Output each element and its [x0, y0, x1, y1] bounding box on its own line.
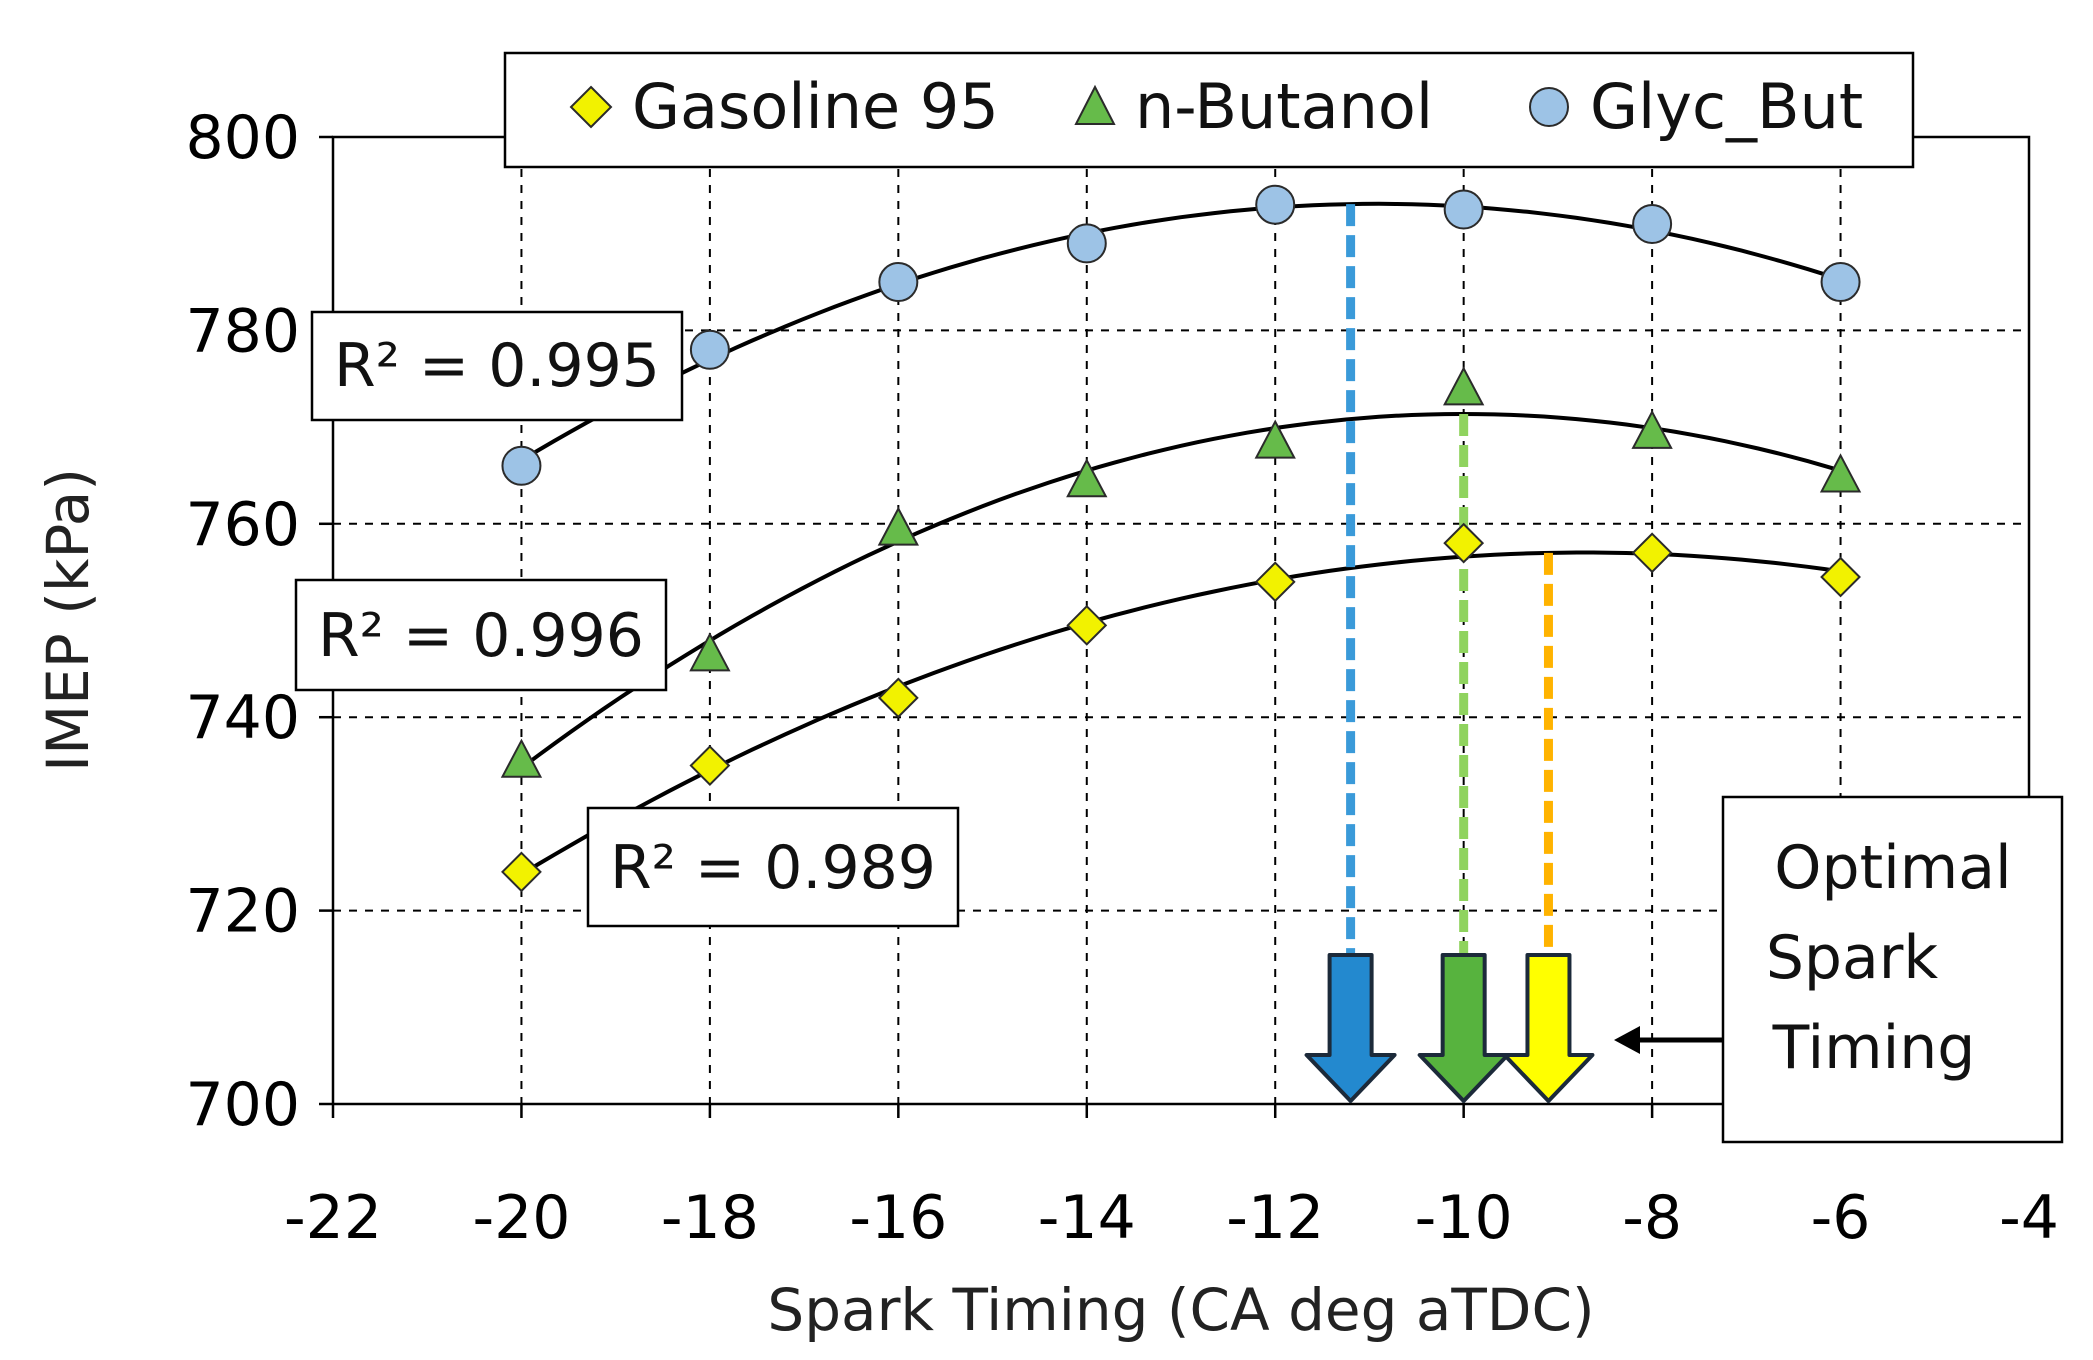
- data-point-0-7: [1820, 556, 1861, 598]
- data-point-0-2: [877, 677, 919, 719]
- data-point-0-6: [1631, 532, 1673, 574]
- y-tick-label: 700: [185, 1070, 300, 1140]
- x-tick-label: -8: [1622, 1183, 1682, 1253]
- r2-label-0: R² = 0.989: [610, 833, 936, 903]
- legend-box: [503, 51, 1915, 169]
- data-point-1-3: [1066, 458, 1108, 498]
- legend-label-1: n-Butanol: [1135, 70, 1433, 143]
- optimum-lines: [1346, 204, 1553, 955]
- data-point-1-1: [689, 632, 731, 672]
- r2-box-0: [586, 806, 960, 928]
- legend: Gasoline 95 n-Butanol Glyc_But: [503, 51, 1915, 169]
- x-tick-label: -6: [1811, 1183, 1871, 1253]
- data-points: [500, 184, 1862, 893]
- x-tick-label: -10: [1415, 1183, 1513, 1253]
- y-tick-label: 720: [185, 877, 300, 947]
- r2-label-2: R² = 0.995: [334, 331, 660, 401]
- y-tick-label: 760: [185, 490, 300, 560]
- data-point-0-1: [689, 745, 731, 786]
- annotation-line-1: Optimal: [1774, 833, 2011, 903]
- x-tick-label: -20: [472, 1183, 570, 1253]
- annotation-pointer-head: [1614, 1026, 1640, 1054]
- y-tick-label: 800: [185, 103, 300, 173]
- data-point-2-2: [878, 262, 919, 303]
- trend-line-1: [520, 411, 1842, 770]
- data-point-2-5: [1443, 189, 1484, 230]
- annotation-frame: [1721, 795, 2064, 1144]
- r2-box-1: [294, 578, 668, 692]
- legend-label-2: Glyc_But: [1590, 70, 1863, 143]
- data-point-0-0: [501, 851, 542, 893]
- legend-label-0: Gasoline 95: [632, 70, 999, 143]
- y-axis-title: IMEP (kPa): [34, 468, 102, 772]
- r2-box-2: [310, 310, 684, 422]
- annotation-line-3: Timing: [1772, 1013, 1976, 1083]
- data-point-2-1: [689, 329, 730, 370]
- annotation-line-2: Spark: [1766, 923, 1939, 993]
- data-point-1-2: [877, 506, 919, 546]
- data-point-2-4: [1255, 184, 1296, 225]
- x-tick-label: -4: [1999, 1183, 2059, 1253]
- tick-labels: -22 -20 -18 -16 -14 -12 -10 -8 -6 -4 700 720 740 760 7…: [185, 103, 2058, 1253]
- x-tick-label: -14: [1038, 1183, 1136, 1253]
- data-point-0-5: [1443, 522, 1485, 564]
- x-tick-label: -12: [1226, 1183, 1324, 1253]
- optimum-arrows: [1304, 953, 1595, 1103]
- trend-lines: [520, 201, 1842, 877]
- legend-marker-2: [1529, 87, 1569, 127]
- data-point-1-5: [1443, 366, 1485, 406]
- data-point-2-3: [1066, 223, 1107, 264]
- data-point-0-4: [1254, 561, 1296, 603]
- x-tick-label: -18: [661, 1183, 759, 1253]
- data-point-1-4: [1254, 419, 1296, 459]
- optimum-arrow-2: [1502, 953, 1595, 1103]
- data-point-0-3: [1066, 604, 1108, 646]
- data-point-2-0: [501, 445, 542, 486]
- trend-line-2: [520, 201, 1842, 463]
- r2-labels: R² = 0.989 R² = 0.996 R² = 0.995: [294, 310, 960, 928]
- x-tick-label: -22: [284, 1183, 382, 1253]
- r2-label-1: R² = 0.996: [318, 601, 644, 671]
- data-point-2-7: [1820, 262, 1861, 303]
- data-point-1-7: [1819, 453, 1862, 493]
- data-point-1-0: [500, 738, 543, 778]
- data-point-1-6: [1631, 409, 1673, 449]
- y-tick-label: 780: [185, 296, 300, 366]
- legend-marker-0: [569, 85, 613, 129]
- y-tick-label: 740: [185, 683, 300, 753]
- x-tick-label: -16: [849, 1183, 947, 1253]
- x-axis-title: Spark Timing (CA deg aTDC): [767, 1276, 1594, 1344]
- data-point-2-6: [1632, 204, 1673, 245]
- annotation-box: Optimal Spark Timing: [1614, 795, 2064, 1144]
- trend-line-0: [520, 550, 1841, 877]
- optimum-arrow-0: [1304, 953, 1397, 1103]
- legend-marker-1: [1074, 84, 1116, 125]
- optimum-arrow-1: [1417, 953, 1510, 1103]
